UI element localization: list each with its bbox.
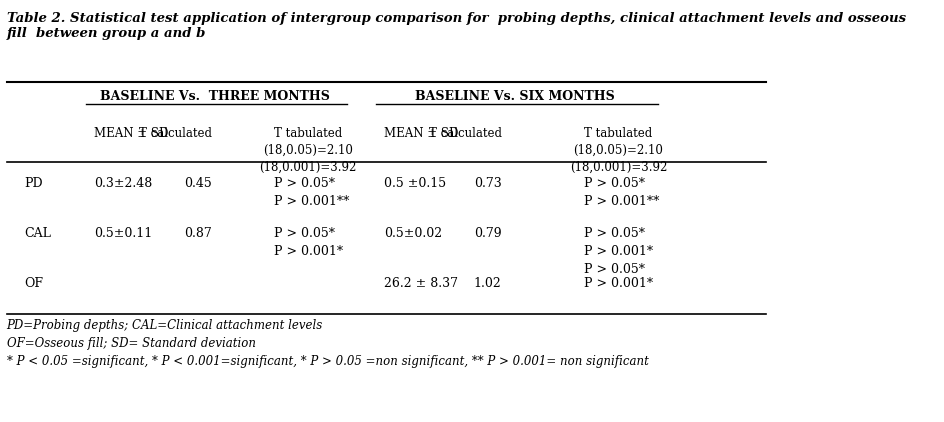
Text: MEAN ± SD: MEAN ± SD — [93, 127, 168, 140]
Text: T calculated: T calculated — [429, 127, 501, 140]
Text: 0.5±0.11: 0.5±0.11 — [93, 227, 152, 240]
Text: 0.5±0.02: 0.5±0.02 — [383, 227, 442, 240]
Text: BASELINE Vs. SIX MONTHS: BASELINE Vs. SIX MONTHS — [414, 90, 614, 103]
Text: 0.79: 0.79 — [473, 227, 501, 240]
Text: OF: OF — [25, 277, 43, 290]
Text: PD: PD — [25, 177, 43, 190]
Text: Table 2. Statistical test application of intergroup comparison for  probing dept: Table 2. Statistical test application of… — [7, 12, 904, 40]
Text: 0.3±2.48: 0.3±2.48 — [93, 177, 152, 190]
Text: 0.73: 0.73 — [473, 177, 501, 190]
Text: CAL: CAL — [25, 227, 51, 240]
Text: P > 0.001*: P > 0.001* — [583, 277, 652, 290]
Text: 0.5 ±0.15: 0.5 ±0.15 — [383, 177, 446, 190]
Text: T tabulated
(18,0.05)=2.10
(18,0.001)=3.92: T tabulated (18,0.05)=2.10 (18,0.001)=3.… — [259, 127, 356, 174]
Text: P > 0.05*
P > 0.001*
P > 0.05*: P > 0.05* P > 0.001* P > 0.05* — [583, 227, 652, 276]
Text: MEAN ± SD: MEAN ± SD — [383, 127, 458, 140]
Text: 0.45: 0.45 — [184, 177, 211, 190]
Text: 26.2 ± 8.37: 26.2 ± 8.37 — [383, 277, 458, 290]
Text: 1.02: 1.02 — [473, 277, 501, 290]
Text: T tabulated
(18,0.05)=2.10
(18,0.001)=3.92: T tabulated (18,0.05)=2.10 (18,0.001)=3.… — [569, 127, 666, 174]
Text: PD=Probing depths; CAL=Clinical attachment levels: PD=Probing depths; CAL=Clinical attachme… — [7, 319, 323, 332]
Text: T calculated: T calculated — [139, 127, 211, 140]
Text: P > 0.05*
P > 0.001**: P > 0.05* P > 0.001** — [274, 177, 348, 208]
Text: OF=Osseous fill; SD= Standard deviation: OF=Osseous fill; SD= Standard deviation — [7, 337, 255, 350]
Text: P > 0.05*
P > 0.001**: P > 0.05* P > 0.001** — [583, 177, 659, 208]
Text: 0.87: 0.87 — [184, 227, 211, 240]
Text: BASELINE Vs.  THREE MONTHS: BASELINE Vs. THREE MONTHS — [99, 90, 329, 103]
Text: * P < 0.05 =significant, * P < 0.001=significant, * P > 0.05 =non significant, *: * P < 0.05 =significant, * P < 0.001=sig… — [7, 355, 648, 368]
Text: P > 0.05*
P > 0.001*: P > 0.05* P > 0.001* — [274, 227, 343, 258]
